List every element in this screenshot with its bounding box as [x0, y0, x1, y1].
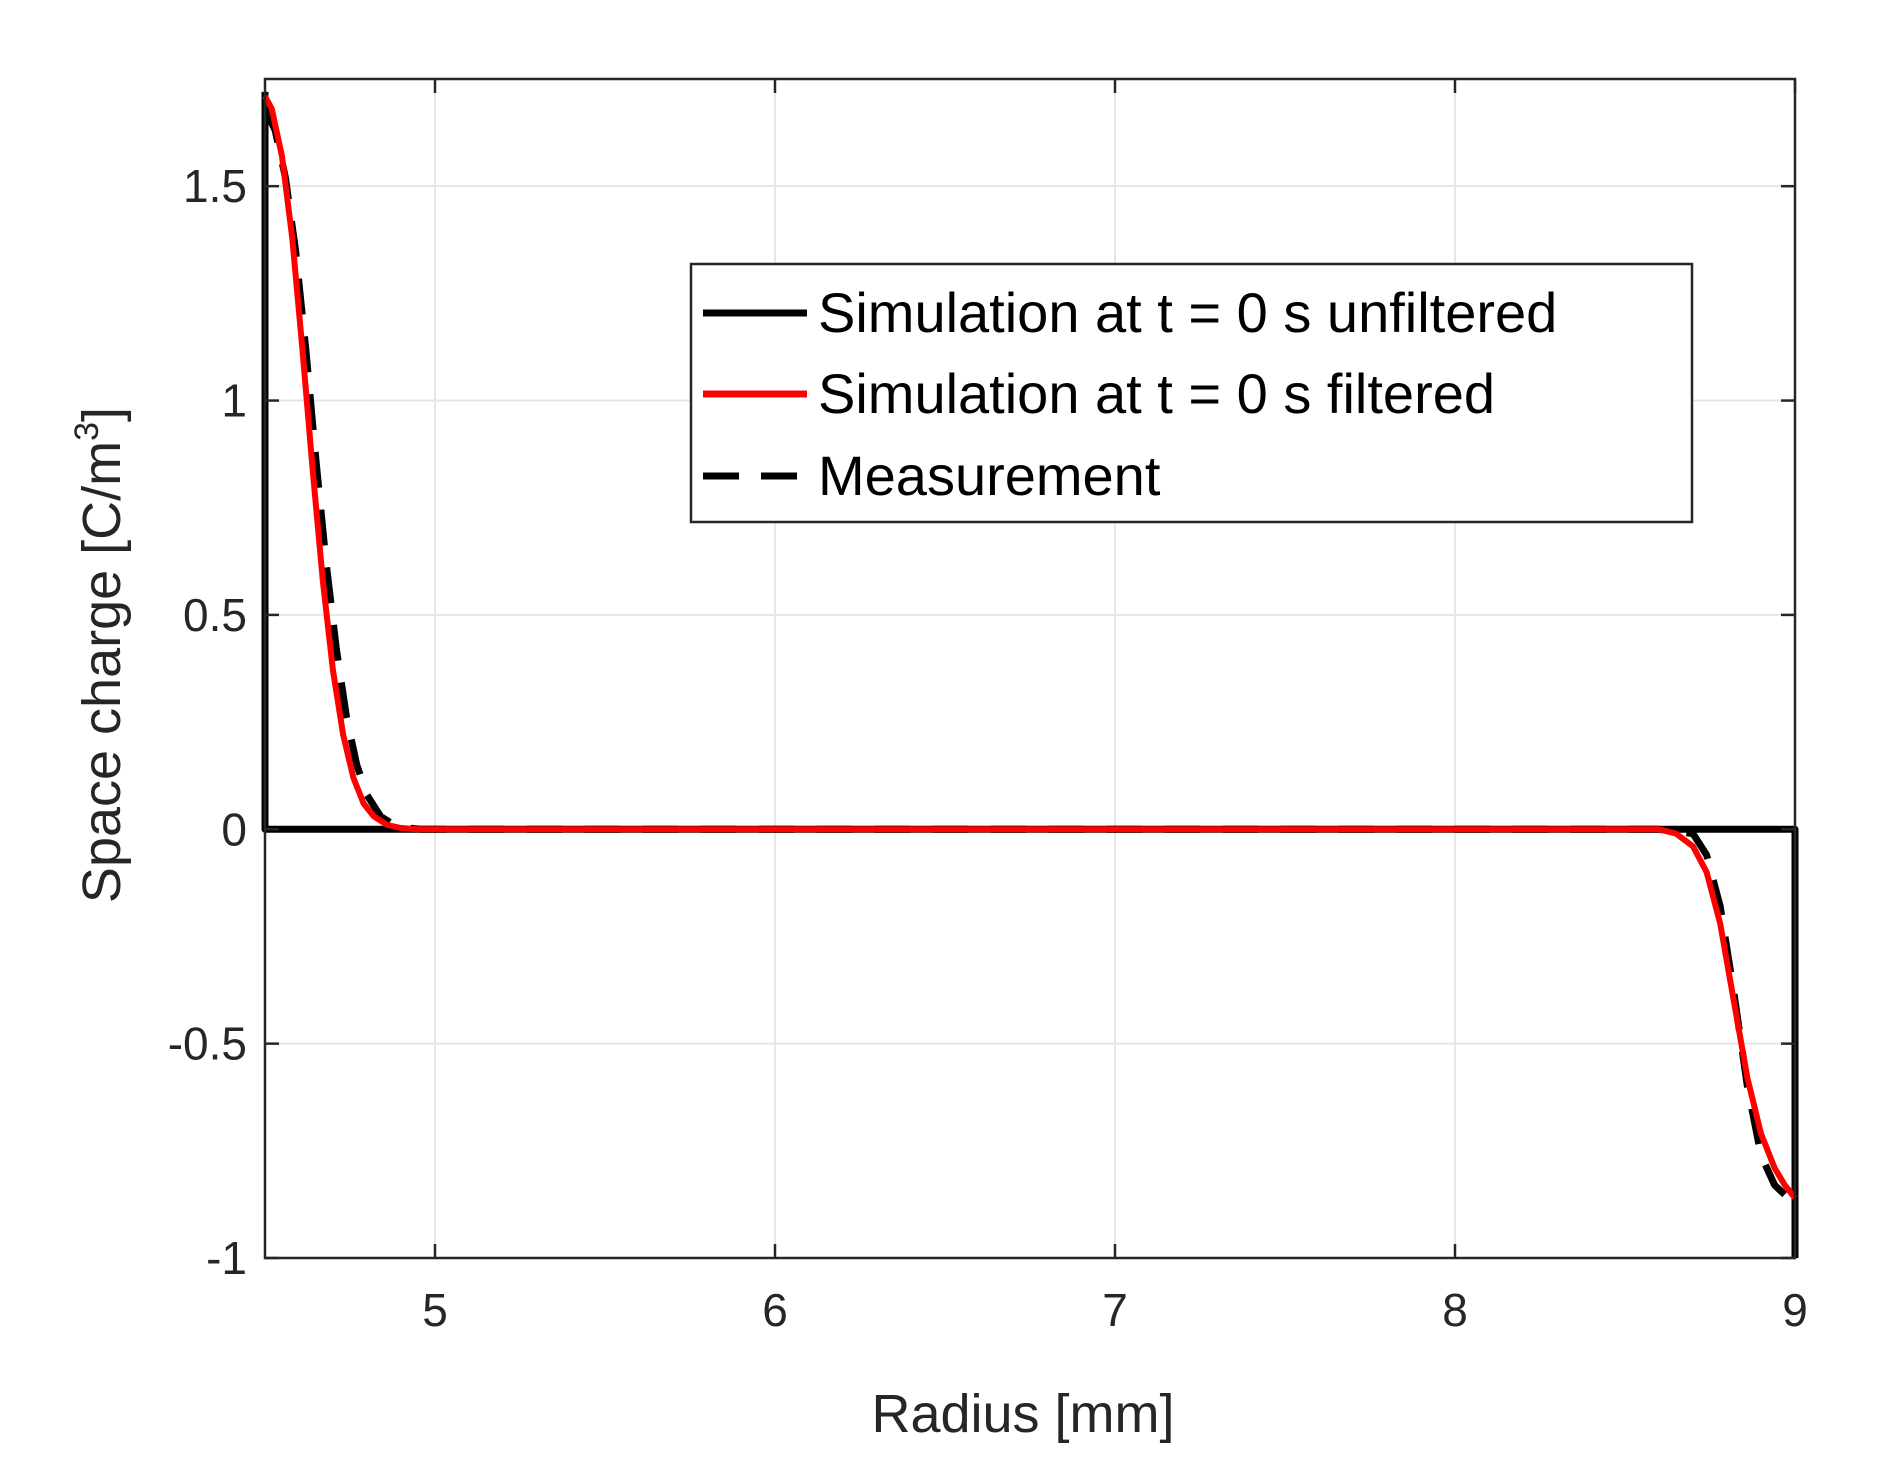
y-axis-label-suffix: ] — [72, 407, 132, 422]
x-tick-label: 9 — [1782, 1284, 1808, 1336]
legend-box — [689, 262, 1694, 524]
y-axis-label: Space charge [C/m3] — [68, 407, 132, 903]
y-tick-label: 0 — [221, 803, 247, 855]
axes — [263, 77, 1797, 1260]
y-axis-label-superscript: 3 — [68, 422, 106, 441]
legend-label-unfiltered: Simulation at t = 0 s unfiltered — [818, 281, 1557, 344]
tick-labels: 5 6 7 8 9 -1 -0.5 0 0.5 1 1.5 — [168, 160, 1808, 1336]
y-tick-label: 1 — [221, 375, 247, 427]
legend-label-measurement: Measurement — [818, 444, 1161, 507]
y-tick-label: 0.5 — [183, 589, 247, 641]
x-axis-label: Radius [mm] — [871, 1384, 1174, 1444]
x-tick-label: 8 — [1442, 1284, 1468, 1336]
y-tick-label: -0.5 — [168, 1018, 247, 1070]
legend-label-filtered: Simulation at t = 0 s filtered — [818, 362, 1495, 425]
legend: Simulation at t = 0 s unfiltered Simulat… — [689, 262, 1694, 524]
x-tick-label: 7 — [1102, 1284, 1128, 1336]
series-line-simulation-at-t-0-s-filtered — [262, 94, 1798, 1200]
y-tick-label: 1.5 — [183, 160, 247, 212]
y-tick-label: -1 — [206, 1232, 247, 1284]
y-axis-label-prefix: Space charge [C/m — [72, 441, 132, 903]
x-tick-label: 5 — [422, 1284, 448, 1336]
x-tick-label: 6 — [762, 1284, 788, 1336]
plot-area-border — [263, 77, 1797, 1260]
